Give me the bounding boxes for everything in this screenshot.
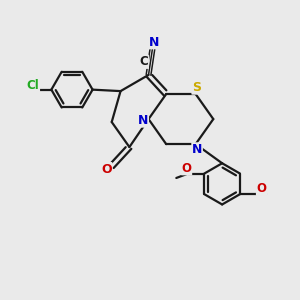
Text: O: O xyxy=(256,182,266,195)
Text: N: N xyxy=(192,143,202,156)
Text: Cl: Cl xyxy=(27,79,40,92)
Text: N: N xyxy=(138,114,148,127)
Text: O: O xyxy=(101,163,112,176)
Text: N: N xyxy=(149,36,159,49)
Text: C: C xyxy=(140,55,148,68)
Text: S: S xyxy=(192,81,201,94)
Text: O: O xyxy=(182,162,192,175)
